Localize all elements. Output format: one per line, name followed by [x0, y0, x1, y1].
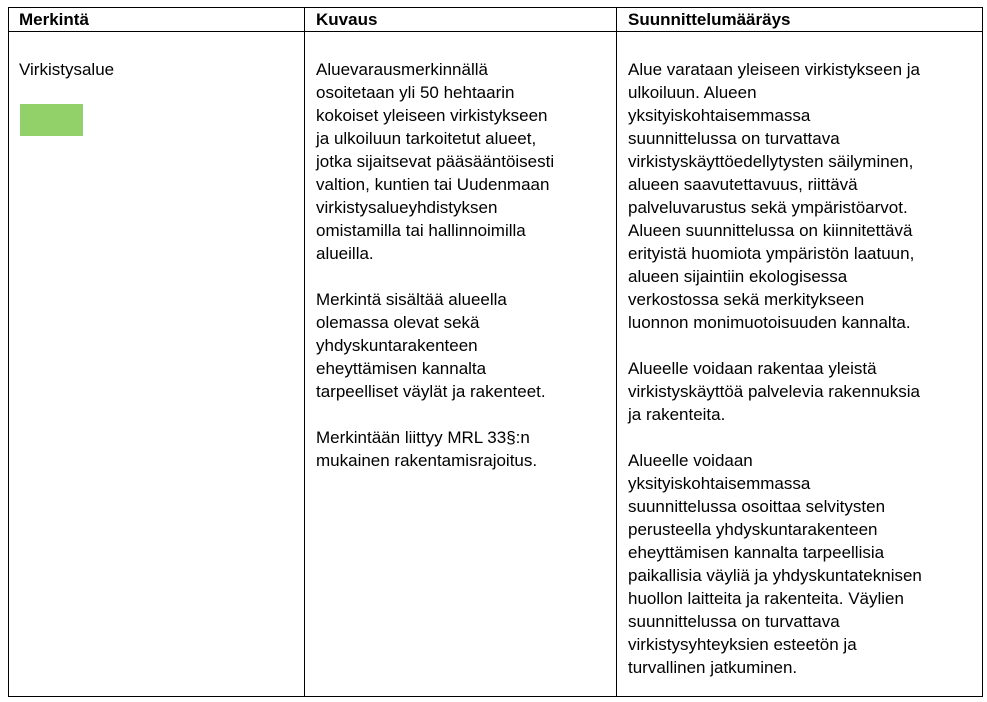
- text-line: valtion, kuntien tai Uudenmaan: [316, 175, 550, 194]
- text-line: alueilla.: [316, 244, 374, 263]
- text-line: suunnittelussa osoittaa selvitysten: [628, 497, 886, 516]
- paragraph: Alueelle voidaan yksityiskohtaisemmassa su…: [628, 449, 922, 679]
- header-divider: [9, 31, 982, 32]
- column-divider: [616, 8, 617, 696]
- merkinta-label: Virkistysalue: [19, 60, 115, 79]
- text-line: Alue varataan yleiseen virkistykseen ja: [628, 60, 920, 79]
- text-line: virkistysyhteyksien esteetön ja: [628, 635, 857, 654]
- text-line: ja ulkoiluun tarkoitetut alueet,: [316, 129, 537, 148]
- text-line: Aluevarausmerkinnällä: [316, 60, 488, 79]
- header-merkinta: Merkintä: [19, 10, 89, 29]
- paragraph: Alueelle voidaan rakentaa yleistä virkist…: [628, 357, 922, 426]
- paragraph: Merkintä sisältää alueella olemassa oleva…: [316, 288, 554, 403]
- text-line: jotka sijaitsevat pääsääntöisesti: [316, 152, 555, 171]
- text-line: Alueelle voidaan: [628, 451, 753, 470]
- text-line: alueen sijaintiin ekologisessa: [628, 267, 848, 286]
- text-line: suunnittelussa on turvattava: [628, 612, 840, 631]
- text-line: luonnon monimuotoisuuden kannalta.: [628, 313, 911, 332]
- regulation-table: Merkintä Kuvaus Suunnittelumääräys Virki…: [8, 7, 983, 697]
- text-line: Merkintä sisältää alueella: [316, 290, 507, 309]
- text-line: tarpeelliset väylät ja rakenteet.: [316, 382, 546, 401]
- text-line: mukainen rakentamisrajoitus.: [316, 451, 538, 470]
- text-line: huollon laitteita ja rakenteita. Väylien: [628, 589, 904, 608]
- text-line: kokoiset yleiseen virkistykseen: [316, 106, 548, 125]
- text-line: turvallinen jatkuminen.: [628, 658, 798, 677]
- cell-kuvaus: Aluevarausmerkinnällä osoitetaan yli 50 h…: [316, 58, 554, 495]
- text-line: paikallisia väyliä ja yhdyskuntateknisen: [628, 566, 922, 585]
- header-suunnittelumaarays: Suunnittelumääräys: [628, 10, 791, 29]
- text-line: eheyttämisen kannalta: [316, 359, 487, 378]
- text-line: Merkintään liittyy MRL 33§:n: [316, 428, 530, 447]
- text-line: ulkoiluun. Alueen: [628, 83, 757, 102]
- text-line: erityistä huomiota ympäristön laatuun,: [628, 244, 915, 263]
- text-line: osoitetaan yli 50 hehtaarin: [316, 83, 515, 102]
- legend-swatch: [20, 104, 83, 136]
- text-line: yhdyskuntarakenteen: [316, 336, 478, 355]
- text-line: ja rakenteita.: [628, 405, 726, 424]
- text-line: virkistysalueyhdistyksen: [316, 198, 498, 217]
- text-line: olemassa olevat sekä: [316, 313, 480, 332]
- text-line: yksityiskohtaisemmassa: [628, 474, 811, 493]
- header-kuvaus: Kuvaus: [316, 10, 378, 29]
- text-line: Alueelle voidaan rakentaa yleistä: [628, 359, 877, 378]
- text-line: virkistyskäyttöä palvelevia rakennuksia: [628, 382, 920, 401]
- paragraph: Aluevarausmerkinnällä osoitetaan yli 50 h…: [316, 58, 554, 265]
- text-line: yksityiskohtaisemmassa: [628, 106, 811, 125]
- paragraph: Alue varataan yleiseen virkistykseen ja u…: [628, 58, 922, 334]
- text-line: virkistyskäyttöedellytysten säilyminen,: [628, 152, 914, 171]
- text-line: palveluvarustus sekä ympäristöarvot.: [628, 198, 908, 217]
- text-line: alueen saavutettavuus, riittävä: [628, 175, 858, 194]
- paragraph: Merkintään liittyy MRL 33§:n mukainen rak…: [316, 426, 554, 472]
- column-divider: [304, 8, 305, 696]
- text-line: suunnittelussa on turvattava: [628, 129, 840, 148]
- text-line: perusteella yhdyskuntarakenteen: [628, 520, 878, 539]
- text-line: verkostossa sekä merkitykseen: [628, 290, 865, 309]
- text-line: omistamilla tai hallinnoimilla: [316, 221, 526, 240]
- cell-suunnittelumaarays: Alue varataan yleiseen virkistykseen ja u…: [628, 58, 922, 702]
- text-line: eheyttämisen kannalta tarpeellisia: [628, 543, 885, 562]
- text-line: Alueen suunnittelussa on kiinnitettävä: [628, 221, 913, 240]
- cell-merkinta: Virkistysalue: [19, 58, 114, 81]
